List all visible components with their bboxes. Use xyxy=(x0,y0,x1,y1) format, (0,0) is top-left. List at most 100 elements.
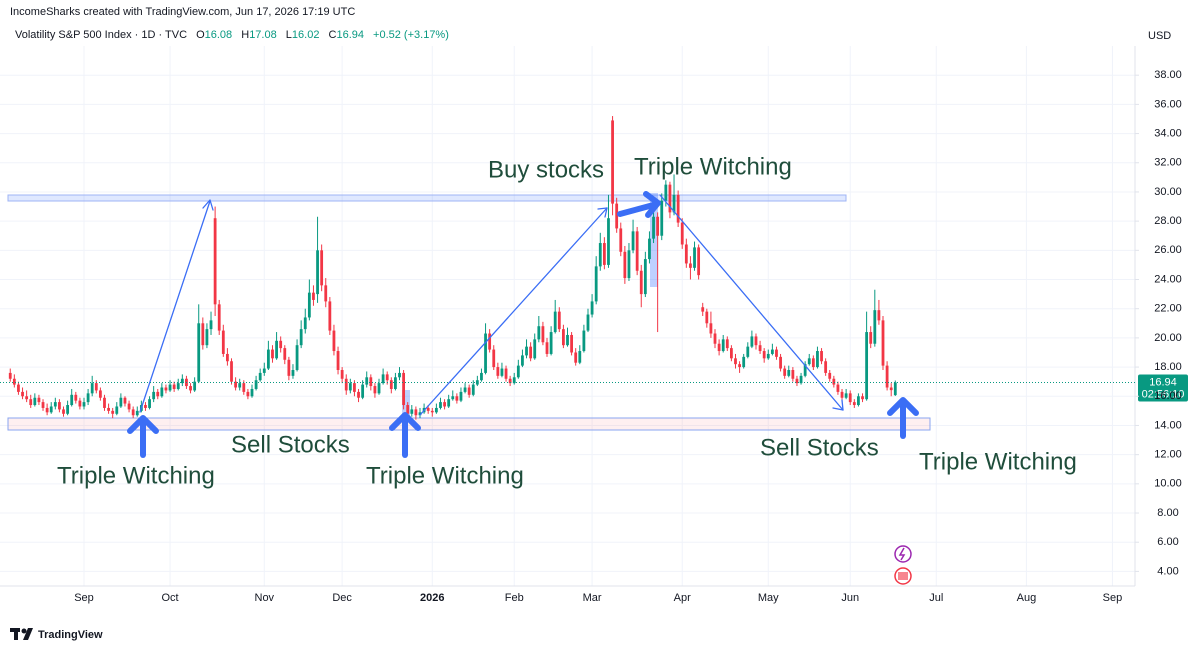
annotation: Triple Witching xyxy=(634,153,792,180)
candle-body xyxy=(201,323,205,346)
ohlc-value: 16.02 xyxy=(292,29,320,41)
candle-body xyxy=(803,364,807,376)
annotation: Sell Stocks xyxy=(760,434,879,461)
candle-body xyxy=(426,407,430,411)
candle-body xyxy=(221,330,225,354)
candle-body xyxy=(172,384,176,389)
candle-body xyxy=(484,333,487,373)
candle-body xyxy=(807,358,811,365)
candle-body xyxy=(213,218,217,305)
candle-body xyxy=(439,402,442,408)
candle-body xyxy=(533,339,537,359)
candle-body xyxy=(70,394,74,406)
candle-body xyxy=(676,194,680,223)
attribution: IncomeSharks created with TradingView.co… xyxy=(10,6,355,18)
y-tick-label: 18.00 xyxy=(1154,361,1182,373)
candle-body xyxy=(508,378,512,384)
event-icon[interactable] xyxy=(894,545,912,563)
brand: TradingView xyxy=(38,629,103,641)
candle-body xyxy=(385,374,389,381)
candle-body xyxy=(504,368,508,379)
candle-body xyxy=(660,200,664,236)
x-tick-label: Sep xyxy=(1103,592,1123,604)
x-tick-label: Nov xyxy=(255,592,275,604)
y-tick-label: 10.00 xyxy=(1154,478,1182,490)
candle-body xyxy=(857,396,860,406)
candle-body xyxy=(443,402,446,407)
candle-body xyxy=(549,332,553,354)
arrow-head xyxy=(643,191,661,218)
annotation: Triple Witching xyxy=(919,448,1077,475)
candle-body xyxy=(357,391,360,398)
candle-body xyxy=(791,370,795,379)
candle-body xyxy=(217,304,221,331)
candle-body xyxy=(844,393,848,398)
y-tick-label: 6.00 xyxy=(1157,536,1178,548)
x-tick-label: Mar xyxy=(583,592,602,604)
candle-body xyxy=(373,386,377,394)
annotation: Triple Witching xyxy=(57,462,215,489)
y-tick-label: 30.00 xyxy=(1154,186,1182,198)
candle-body xyxy=(434,407,438,413)
candle-body xyxy=(234,381,238,388)
candle-body xyxy=(865,332,869,400)
candle-body xyxy=(254,380,258,389)
symbol: Volatility S&P 500 Index · 1D · TVC xyxy=(15,29,187,41)
candle-body xyxy=(402,372,406,406)
candle-body xyxy=(451,396,455,400)
candle-body xyxy=(266,349,270,369)
candle-body xyxy=(271,349,274,359)
drawings xyxy=(127,191,919,458)
candle-body xyxy=(684,244,688,264)
candle-body xyxy=(594,266,598,302)
candle-body xyxy=(832,378,836,385)
candle-body xyxy=(78,400,82,407)
candle-body xyxy=(45,407,49,413)
candle-body xyxy=(824,361,828,373)
candle-body xyxy=(324,285,328,302)
candle-body xyxy=(398,372,401,378)
candle-body xyxy=(471,384,475,395)
candle-body xyxy=(574,352,578,363)
candle-body xyxy=(836,384,840,392)
candle-body xyxy=(746,346,750,357)
y-tick-label: 24.00 xyxy=(1154,273,1182,285)
candle-body xyxy=(369,377,373,387)
candle-body xyxy=(246,391,250,397)
candle-body xyxy=(58,402,61,410)
candle-body xyxy=(103,397,106,408)
candle-body xyxy=(348,383,352,391)
event-icon-glyph xyxy=(898,572,908,580)
candle-body xyxy=(488,333,492,350)
candle-body xyxy=(258,372,262,381)
candle-body xyxy=(578,351,582,363)
candle-body xyxy=(29,399,33,406)
arrow-head xyxy=(389,412,421,431)
candle-body xyxy=(377,383,381,394)
candle-body xyxy=(889,387,893,391)
candle-body xyxy=(123,397,127,404)
candle-body xyxy=(537,326,541,340)
arrow-head xyxy=(832,399,844,411)
candle-body xyxy=(107,407,110,411)
candles xyxy=(8,116,897,422)
ohlc-value: 16.08 xyxy=(205,29,233,41)
candle-body xyxy=(180,378,184,384)
y-tick-label: 12.00 xyxy=(1154,449,1182,461)
candle-body xyxy=(291,370,295,376)
candle-body xyxy=(840,391,844,398)
candle-body xyxy=(672,194,676,213)
y-tick-label: 22.00 xyxy=(1154,303,1182,315)
candle-body xyxy=(598,243,602,267)
candle-body xyxy=(295,345,299,370)
candle-body xyxy=(430,410,434,413)
candle-body xyxy=(553,311,557,333)
candle-body xyxy=(852,402,856,406)
candle-body xyxy=(389,380,393,389)
candle-body xyxy=(787,370,791,376)
candle-body xyxy=(168,384,172,391)
candle-body xyxy=(111,410,115,414)
